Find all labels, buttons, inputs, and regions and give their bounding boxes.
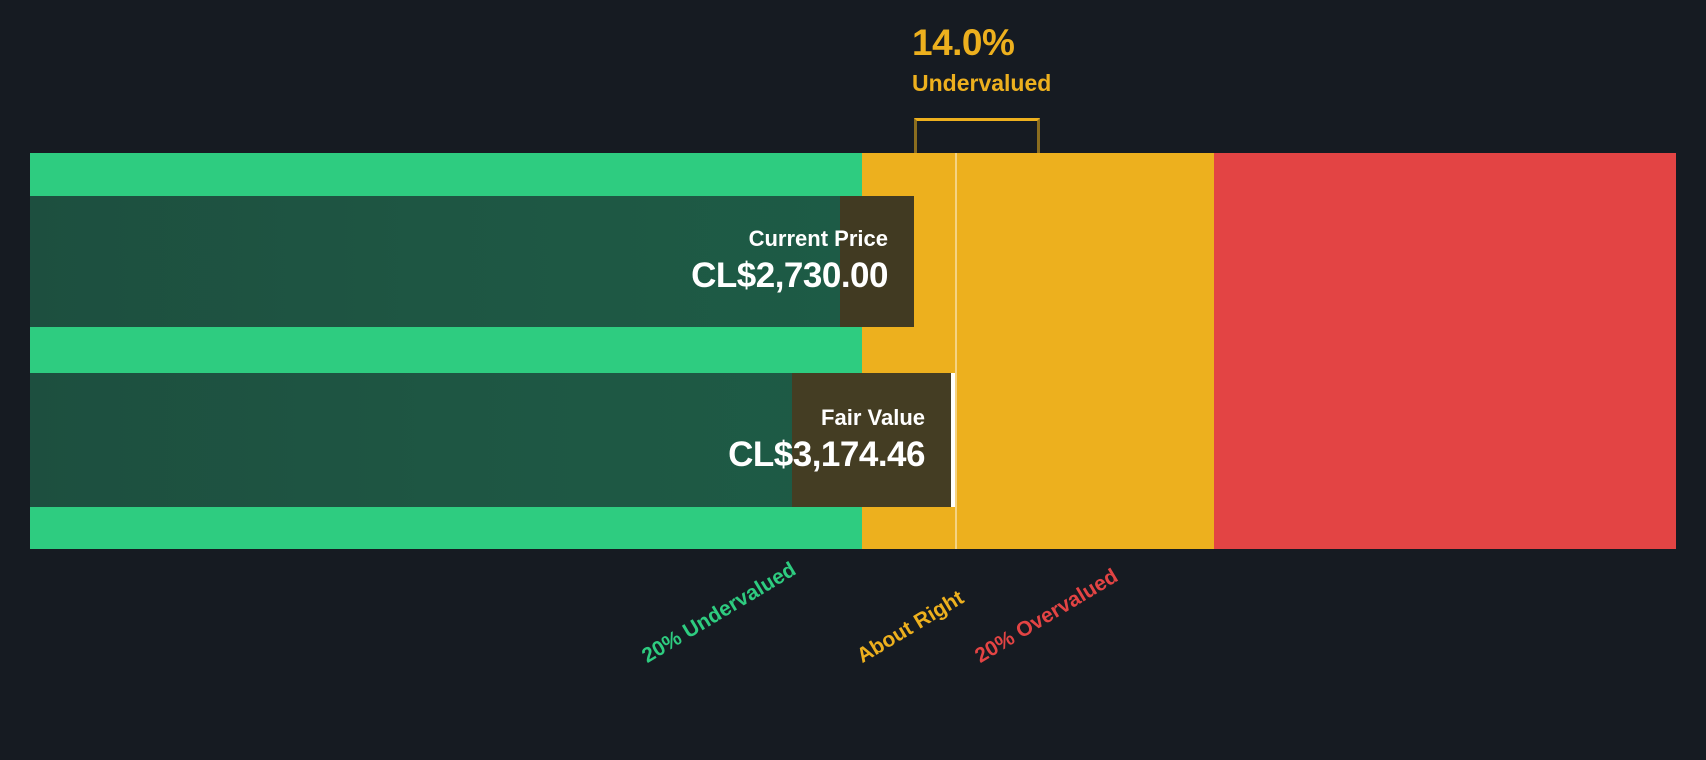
- current-price-label: Current Price: [748, 226, 888, 252]
- current-price-bar: Current Price CL$2,730.00: [30, 196, 914, 327]
- axis-label-undervalued: 20% Undervalued: [638, 557, 800, 668]
- discount-percent-label: 14.0%: [912, 22, 1015, 63]
- current-price-value: CL$2,730.00: [691, 256, 888, 296]
- fair-value-marker-line: [955, 153, 957, 549]
- axis-label-about-right: About Right: [853, 586, 968, 668]
- fair-value-overlay: [792, 373, 951, 507]
- fair-value-label: Fair Value: [821, 404, 925, 430]
- overvalued-band: [1214, 153, 1676, 549]
- fair-value-value: CL$3,174.46: [728, 434, 925, 474]
- valuation-status-label: Undervalued: [912, 70, 1052, 96]
- axis-label-overvalued: 20% Overvalued: [971, 564, 1122, 668]
- discount-bracket: [914, 118, 1040, 170]
- fair-value-bar: Fair Value CL$3,174.46: [30, 373, 955, 507]
- current-price-overlay: [840, 196, 914, 327]
